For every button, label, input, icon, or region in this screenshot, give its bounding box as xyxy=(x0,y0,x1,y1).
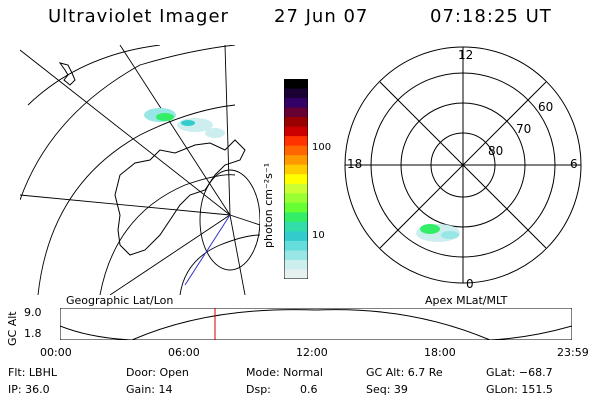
glat-info: GLat: −68.7 xyxy=(486,366,553,379)
colorbar-segment xyxy=(284,88,308,99)
date-display: 27 Jun 07 xyxy=(274,6,369,27)
mode-info: Mode: Normal xyxy=(246,366,323,379)
colorbar-segment xyxy=(284,240,308,251)
time-tick-0600: 06:00 xyxy=(168,346,200,359)
colorbar-unit-label: photon cm⁻²s⁻¹ xyxy=(262,162,275,248)
colorbar-segment xyxy=(284,126,308,137)
seq-info: Seq: 39 xyxy=(366,383,408,396)
colorbar-segment xyxy=(284,202,308,213)
time-tick-1200: 12:00 xyxy=(296,346,328,359)
glon-info: GLon: 151.5 xyxy=(486,383,553,396)
page-title: Ultraviolet Imager xyxy=(48,6,229,27)
gc-alt-info: GC Alt: 6.7 Re xyxy=(366,366,443,379)
colorbar-segment xyxy=(284,250,308,261)
colorbar-segment xyxy=(284,174,308,185)
colorbar-segment xyxy=(284,231,308,242)
mlt-label-18: 18 xyxy=(347,157,362,171)
alt-tick-low: 1.8 xyxy=(24,327,42,340)
mlat-label-70: 70 xyxy=(516,122,531,136)
colorbar-tick-10: 10 xyxy=(312,230,325,241)
filter-info: Flt: LBHL xyxy=(8,366,57,379)
geographic-map xyxy=(20,45,260,295)
colorbar-tick-100: 100 xyxy=(312,142,332,153)
altitude-curve xyxy=(60,309,572,340)
colorbar-segment xyxy=(284,259,308,270)
colorbar-segment xyxy=(284,107,308,118)
colorbar-segment xyxy=(284,164,308,175)
orbit-altitude-plot xyxy=(60,308,572,340)
aurora-emission xyxy=(144,108,225,138)
altitude-axis-label: GC Alt xyxy=(6,311,19,346)
coastline xyxy=(114,139,246,256)
geographic-label: Geographic Lat/Lon xyxy=(66,294,174,307)
colorbar-segment xyxy=(284,145,308,156)
time-tick-2359: 23:59 xyxy=(557,346,589,359)
island-outline xyxy=(58,62,76,86)
alt-tick-high: 9.0 xyxy=(24,306,42,319)
time-tick-1800: 18:00 xyxy=(424,346,456,359)
aurora-emission-polar xyxy=(416,224,460,242)
colorbar-segment xyxy=(284,98,308,109)
time-tick-0000: 00:00 xyxy=(40,346,72,359)
ip-info: IP: 36.0 xyxy=(8,383,50,396)
colorbar-segment xyxy=(284,155,308,166)
color-scale-bar xyxy=(284,79,308,279)
door-info: Door: Open xyxy=(126,366,189,379)
mlt-label-12: 12 xyxy=(458,48,473,62)
polar-plot: 12 18 6 0 60 70 80 xyxy=(344,46,582,291)
mlt-label-0: 0 xyxy=(466,277,474,291)
colorbar-segment xyxy=(284,221,308,232)
mlat-label-80: 80 xyxy=(488,144,503,158)
dsp-label: Dsp: xyxy=(246,383,271,396)
mlat-label-60: 60 xyxy=(538,100,553,114)
gain-info: Gain: 14 xyxy=(126,383,173,396)
colorbar-segment xyxy=(284,79,308,90)
apex-label: Apex MLat/MLT xyxy=(425,294,508,307)
colorbar-segment xyxy=(284,117,308,128)
colorbar-segment xyxy=(284,136,308,147)
mlt-label-6: 6 xyxy=(570,157,578,171)
colorbar-segment xyxy=(284,269,308,279)
colorbar-segment xyxy=(284,183,308,194)
map-graticule xyxy=(20,45,260,295)
dsp-value: 0.6 xyxy=(300,383,318,396)
colorbar-segment xyxy=(284,193,308,204)
colorbar-segment xyxy=(284,212,308,223)
time-display: 07:18:25 UT xyxy=(430,6,552,27)
sun-direction-line xyxy=(184,214,231,286)
